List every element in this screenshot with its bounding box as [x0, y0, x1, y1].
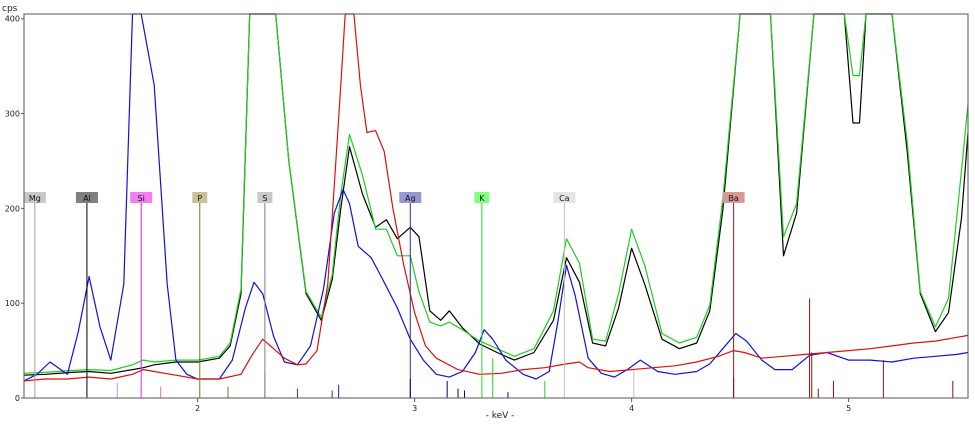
series-line-1: [23, 13, 969, 374]
element-label: Ba: [728, 194, 738, 203]
element-marker: Ag: [399, 192, 422, 398]
element-label-box: [130, 192, 153, 203]
element-marker: Si: [130, 192, 153, 398]
element-label-box: [257, 192, 273, 203]
element-marker: P: [192, 192, 208, 398]
element-marker: S: [257, 192, 273, 398]
element-marker: K: [474, 192, 490, 398]
x-tick-label: 3: [412, 404, 417, 413]
x-tick-label: 5: [846, 404, 851, 413]
element-label: Ca: [559, 194, 570, 203]
element-label-box: [474, 192, 490, 203]
element-label: Al: [83, 194, 91, 203]
element-marker: Ca: [553, 192, 576, 398]
y-tick-label: 0: [15, 394, 20, 403]
element-label-box: [722, 192, 745, 203]
series-line-0: [23, 13, 969, 376]
element-label-box: [23, 192, 46, 203]
element-label: K: [479, 194, 485, 203]
element-label: Mg: [29, 194, 41, 203]
element-label: P: [197, 194, 202, 203]
series-line-2: [23, 13, 969, 382]
plot-frame: [23, 13, 969, 399]
y-tick-label: 400: [5, 15, 20, 24]
x-axis-label: - keV -: [486, 411, 515, 421]
element-label-box: [553, 192, 576, 203]
y-axis-label: cps: [2, 4, 18, 14]
y-tick-label: 300: [5, 110, 20, 119]
element-label-box: [75, 192, 98, 203]
element-label: Ag: [405, 194, 416, 203]
element-marker: Al: [75, 192, 98, 398]
spectrum-series: [23, 13, 969, 382]
y-tick-label: 200: [5, 204, 20, 213]
element-marker: Ba: [722, 192, 745, 398]
element-marker: Mg: [23, 192, 46, 398]
axis-ticks: 0 100 200 300 400 2 3 4 5: [5, 15, 851, 413]
element-label-box: [192, 192, 208, 203]
bottom-lines: [116, 298, 954, 398]
x-tick-label: 2: [195, 404, 200, 413]
element-label-box: [399, 192, 422, 203]
series-line-3: [23, 13, 969, 382]
element-label: Si: [138, 194, 145, 203]
element-markers: Mg Al Si P S Ag K Ca Ba: [23, 192, 745, 398]
element-label: S: [262, 194, 267, 203]
y-tick-label: 100: [5, 299, 20, 308]
x-tick-label: 4: [629, 404, 634, 413]
